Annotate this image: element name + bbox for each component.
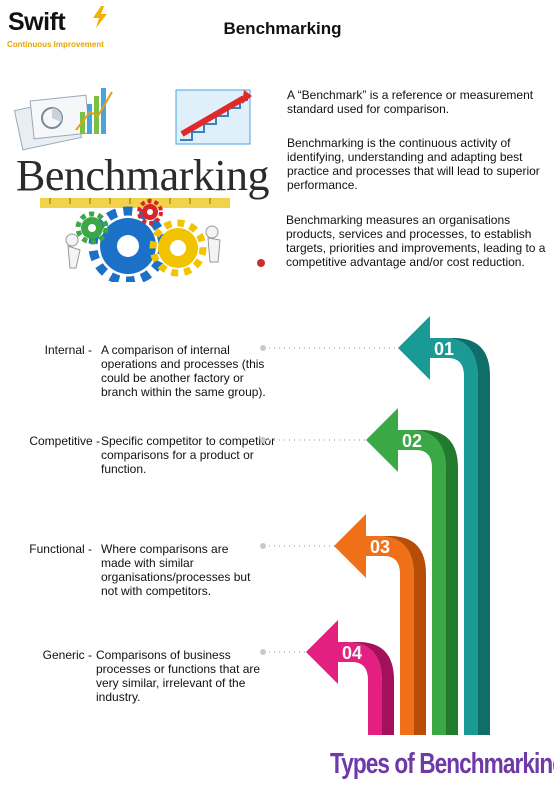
arrow-number-01: 01 xyxy=(434,339,454,359)
type-desc-internal: A comparison of internal operations and … xyxy=(101,343,266,399)
swift-logo: Swift Continuous Improvement xyxy=(6,6,116,50)
gears-icon xyxy=(75,199,207,282)
type-term-functional: Functional - xyxy=(29,542,92,556)
logo-tagline: Continuous Improvement xyxy=(7,40,104,49)
lightning-bolt-icon xyxy=(93,6,107,28)
page-title: Benchmarking xyxy=(223,19,342,38)
arrow-number-03: 03 xyxy=(370,537,390,557)
type-desc-functional: Where comparisons are made with similar … xyxy=(101,542,251,598)
people-figures-icon xyxy=(65,225,221,269)
type-term-internal: Internal - xyxy=(44,343,92,357)
growth-stairs-icon xyxy=(175,89,252,145)
arrow-02: 02 xyxy=(366,408,458,735)
bullet-dot-icon xyxy=(257,259,265,267)
arrow-01: 01 xyxy=(398,316,490,735)
logo-brand: Swift xyxy=(8,8,66,36)
measures-paragraph: Benchmarking measures an organisations p… xyxy=(286,213,546,269)
types-arrows-graphic: 01 02 03 04 xyxy=(260,316,490,735)
definition-paragraph: A “Benchmark” is a reference or measurem… xyxy=(287,88,534,116)
benchmarking-illustration: Benchmarking xyxy=(13,88,270,282)
ruler-icon xyxy=(40,198,230,208)
types-of-benchmarking-heading: Types of Benchmarking xyxy=(330,748,554,780)
bar-chart-icon xyxy=(75,88,113,134)
documents-icon xyxy=(13,94,91,151)
activity-paragraph: Benchmarking is the continuous activity … xyxy=(287,136,540,192)
arrow-number-02: 02 xyxy=(402,431,422,451)
hero-word: Benchmarking xyxy=(16,151,270,200)
leader-lines xyxy=(264,347,408,653)
arrow-03: 03 xyxy=(334,514,426,735)
type-term-competitive: Competitive - xyxy=(29,434,100,448)
type-desc-competitive: Specific competitor to competitor compar… xyxy=(101,434,276,476)
type-term-generic: Generic - xyxy=(42,648,92,662)
arrow-number-04: 04 xyxy=(342,643,362,663)
arrow-04: 04 xyxy=(306,620,394,735)
type-desc-generic: Comparisons of business processes or fun… xyxy=(96,648,261,704)
